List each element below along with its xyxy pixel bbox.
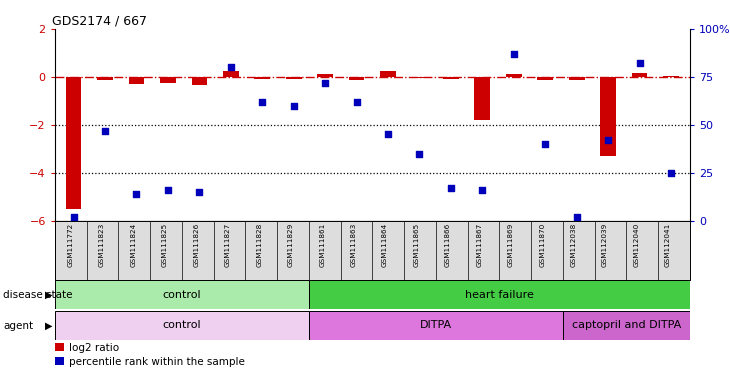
Text: GSM111826: GSM111826 <box>193 223 199 267</box>
Text: agent: agent <box>3 321 33 331</box>
Point <box>131 191 142 197</box>
Text: GSM111824: GSM111824 <box>131 223 137 267</box>
Bar <box>318 74 333 77</box>
Text: percentile rank within the sample: percentile rank within the sample <box>69 357 245 367</box>
Bar <box>66 77 82 209</box>
Point <box>162 187 174 193</box>
FancyBboxPatch shape <box>55 311 309 340</box>
Text: GSM111870: GSM111870 <box>539 223 545 267</box>
Point <box>288 103 299 109</box>
Bar <box>191 77 207 85</box>
Text: log2 ratio: log2 ratio <box>69 343 120 353</box>
Text: GSM111861: GSM111861 <box>319 223 325 267</box>
Point <box>539 141 551 147</box>
Point <box>414 151 426 157</box>
Text: GSM112039: GSM112039 <box>602 223 608 267</box>
Bar <box>631 73 648 77</box>
Point <box>445 185 457 191</box>
Point <box>665 170 677 176</box>
Text: control: control <box>163 290 201 300</box>
FancyBboxPatch shape <box>563 311 690 340</box>
Text: captopril and DITPA: captopril and DITPA <box>572 320 681 331</box>
Text: GDS2174 / 667: GDS2174 / 667 <box>52 15 147 28</box>
Bar <box>569 77 585 80</box>
Point <box>225 64 237 70</box>
Point <box>571 214 583 220</box>
Text: DITPA: DITPA <box>420 320 452 331</box>
Text: GSM111866: GSM111866 <box>445 223 451 267</box>
Text: GSM111865: GSM111865 <box>413 223 420 267</box>
FancyBboxPatch shape <box>309 280 690 309</box>
Text: GSM111825: GSM111825 <box>162 223 168 267</box>
Text: GSM111863: GSM111863 <box>350 223 356 267</box>
Point <box>350 99 362 105</box>
Text: GSM112038: GSM112038 <box>571 223 577 267</box>
Bar <box>412 77 427 78</box>
FancyBboxPatch shape <box>309 311 563 340</box>
Text: GSM111829: GSM111829 <box>288 223 293 267</box>
Bar <box>506 74 522 77</box>
Point <box>508 51 520 57</box>
Text: GSM111823: GSM111823 <box>99 223 105 267</box>
Bar <box>474 77 491 120</box>
Text: GSM111867: GSM111867 <box>477 223 483 267</box>
Bar <box>443 77 458 79</box>
Text: GSM111864: GSM111864 <box>382 223 388 267</box>
Bar <box>663 76 679 77</box>
Point <box>602 137 614 143</box>
Bar <box>223 71 239 77</box>
Text: GSM112041: GSM112041 <box>665 223 671 267</box>
Bar <box>349 77 364 80</box>
Bar <box>128 77 145 84</box>
Point <box>99 127 111 134</box>
Bar <box>97 77 113 80</box>
Text: heart failure: heart failure <box>465 290 534 300</box>
Point <box>68 214 80 220</box>
Text: disease state: disease state <box>3 290 72 300</box>
Bar <box>600 77 616 156</box>
Point <box>319 79 331 86</box>
Bar <box>286 77 301 79</box>
Point <box>256 99 268 105</box>
Point <box>193 189 205 195</box>
Text: ▶: ▶ <box>45 321 53 331</box>
FancyBboxPatch shape <box>55 280 309 309</box>
Text: GSM112040: GSM112040 <box>634 223 639 267</box>
Text: GSM111869: GSM111869 <box>508 223 514 267</box>
Text: control: control <box>163 320 201 331</box>
Text: ▶: ▶ <box>45 290 53 300</box>
Bar <box>380 71 396 77</box>
Point <box>383 131 394 137</box>
Bar <box>160 77 176 83</box>
Bar <box>537 77 553 80</box>
Point <box>477 187 488 193</box>
Text: GSM111772: GSM111772 <box>68 223 74 267</box>
Text: GSM111828: GSM111828 <box>256 223 262 267</box>
Point <box>634 60 645 66</box>
Text: GSM111827: GSM111827 <box>225 223 231 267</box>
Bar <box>254 77 270 79</box>
